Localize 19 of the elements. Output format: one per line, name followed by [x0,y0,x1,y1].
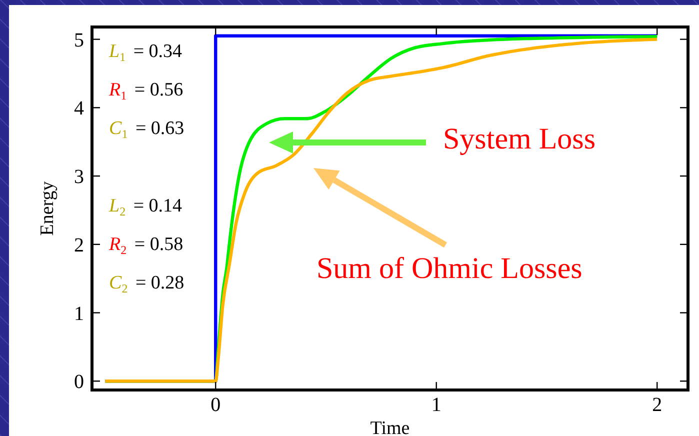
annotation: System Loss [443,122,596,156]
y-tick-label: 3 [74,166,84,188]
y-tick-label: 0 [74,371,84,394]
y-tick-label: 2 [74,234,84,256]
x-tick-label: 0 [210,394,221,416]
x-axis-title: Time [370,418,410,436]
annotation: R$_{1}$ = 0.56 [108,80,184,102]
annotation: L$_{1}$ = 0.34 [108,41,183,64]
annotation: C$_{1}$ = 0.63 [109,118,184,141]
annotation: Sum of Ohmic Losses [316,252,582,285]
annotation: R$_{2}$ = 0.58 [108,234,184,257]
x-tick-label: 2 [652,394,662,416]
y-tick-label: 4 [74,98,84,120]
x-tick-label: 1 [431,394,442,416]
y-tick-label: 5 [74,29,84,52]
y-axis-title: Energy [37,180,58,236]
annotation: C$_{2}$ = 0.28 [109,272,184,296]
y-tick-label: 1 [74,302,84,325]
annotation: L$_{2}$ = 0.14 [108,196,183,218]
